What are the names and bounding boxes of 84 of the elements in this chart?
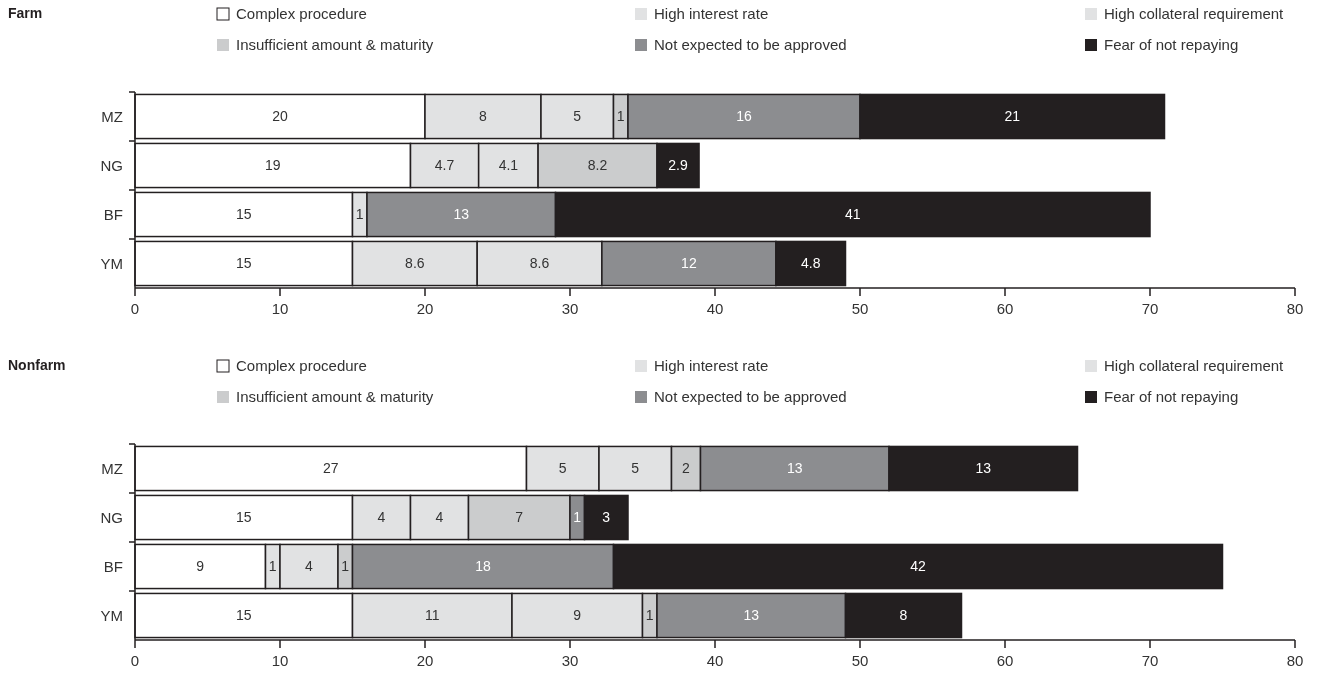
data-label: 4	[305, 558, 314, 575]
data-label: 18	[475, 558, 491, 575]
x-tick-label: 30	[561, 300, 579, 317]
legend-label: High interest rate	[654, 5, 769, 23]
legend-label: Complex procedure	[236, 357, 367, 375]
legend-label: Fear of not repaying	[1104, 36, 1239, 54]
data-label: 4.1	[498, 157, 519, 174]
x-tick-label: 10	[271, 300, 289, 317]
x-tick-label: 70	[1141, 300, 1159, 317]
y-tick-label: YM	[100, 254, 123, 272]
data-label: 19	[264, 157, 281, 174]
data-label: 9	[196, 558, 205, 575]
data-label: 13	[453, 206, 470, 223]
data-label: 1	[341, 558, 350, 575]
data-label: 8	[899, 607, 908, 624]
data-label: 4	[377, 509, 386, 526]
x-tick-label: 40	[706, 652, 724, 669]
legend-label: High collateral requirement	[1104, 5, 1285, 23]
legend-label: Insufficient amount & maturity	[236, 388, 434, 406]
data-label: 5	[558, 460, 567, 477]
x-tick-label: 10	[271, 652, 289, 669]
data-label: 5	[573, 108, 582, 125]
data-label: 5	[631, 460, 640, 477]
data-label: 1	[573, 509, 582, 526]
x-tick-label: 40	[706, 300, 724, 317]
data-label: 8.6	[405, 255, 425, 272]
data-label: 7	[515, 509, 524, 526]
data-label: 13	[786, 460, 803, 477]
data-label: 20	[272, 108, 288, 125]
data-label: 8.6	[529, 255, 550, 272]
x-tick-label: 0	[130, 652, 140, 669]
x-tick-label: 0	[130, 300, 140, 317]
x-tick-label: 20	[416, 300, 434, 317]
legend-label: Not expected to be approved	[654, 388, 847, 406]
data-label: 4.8	[800, 255, 821, 272]
data-label: 8	[479, 108, 488, 125]
x-tick-label: 20	[416, 652, 434, 669]
x-tick-label: 50	[851, 300, 869, 317]
y-tick-label: MZ	[101, 459, 123, 477]
data-label: 12	[681, 255, 697, 272]
y-tick-label: YM	[100, 606, 123, 624]
data-label: 15	[235, 206, 252, 223]
y-tick-label: MZ	[101, 107, 123, 125]
data-label: 15	[235, 255, 252, 272]
data-label: 4.7	[434, 157, 455, 174]
x-tick-label: 70	[1141, 652, 1159, 669]
x-tick-label: 30	[561, 652, 579, 669]
data-label: 1	[268, 558, 277, 575]
data-label: 3	[602, 509, 611, 526]
legend-label: High collateral requirement	[1104, 357, 1285, 375]
data-label: 8.2	[587, 157, 608, 174]
data-label: 15	[235, 607, 252, 624]
x-tick-label: 80	[1286, 652, 1304, 669]
data-label: 15	[235, 509, 252, 526]
chart-title: Farm	[8, 5, 43, 21]
data-label: 1	[616, 108, 625, 125]
legend-label: High interest rate	[654, 357, 769, 375]
data-label: 21	[1004, 108, 1021, 125]
data-label: 2.9	[668, 157, 688, 174]
data-label: 13	[975, 460, 992, 477]
legend-label: Fear of not repaying	[1104, 388, 1239, 406]
legend-label: Not expected to be approved	[654, 36, 847, 54]
chart-title: Nonfarm	[8, 357, 66, 373]
data-label: 1	[355, 206, 364, 223]
x-tick-label: 60	[996, 300, 1014, 317]
data-label: 11	[424, 607, 440, 624]
data-label: 1	[645, 607, 654, 624]
x-tick-label: 50	[851, 652, 869, 669]
y-tick-label: BF	[103, 557, 123, 575]
data-label: 13	[743, 607, 760, 624]
legend-label: Complex procedure	[236, 5, 367, 23]
y-tick-label: BF	[103, 205, 123, 223]
data-label: 41	[844, 206, 861, 223]
x-tick-label: 80	[1286, 300, 1304, 317]
y-tick-label: NG	[100, 156, 123, 174]
data-label: 2	[682, 460, 691, 477]
data-label: 9	[573, 607, 582, 624]
data-label: 4	[435, 509, 444, 526]
data-label: 16	[736, 108, 752, 125]
data-label: 42	[910, 558, 926, 575]
y-tick-label: NG	[100, 508, 123, 526]
x-tick-label: 60	[996, 652, 1014, 669]
legend-label: Insufficient amount & maturity	[236, 36, 434, 54]
data-label: 27	[322, 460, 339, 477]
